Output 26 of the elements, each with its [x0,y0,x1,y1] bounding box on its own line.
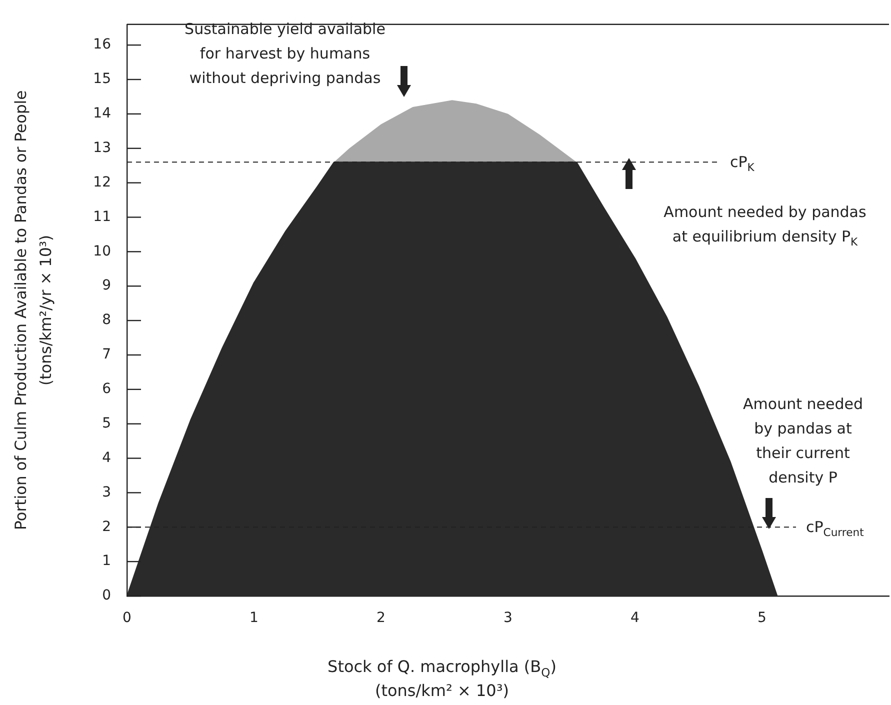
x-tick-label: 5 [758,610,766,626]
y-tick-label: 0 [102,588,111,604]
y-tick-label: 10 [93,243,111,260]
y-tick-label: 15 [93,71,111,88]
annotation: Sustainable yield available for harvest by humans without depriving pandas [184,20,386,87]
y-tick-label: 3 [102,484,111,500]
y-tick-label: 9 [102,278,111,294]
x-tick-label: 1 [250,610,258,626]
y-tick-label: 2 [102,518,111,535]
annotation: Amount needed by pandas at their current density P [743,394,863,486]
x-tick-label: 4 [630,610,640,626]
y-tick-label: 6 [102,381,112,398]
y-tick-label: 14 [93,106,112,122]
x-tick-label: 3 [504,610,512,626]
y-tick-label: 16 [93,36,112,53]
y-tick-label: 5 [102,415,111,432]
x-tick-label: 2 [376,610,386,626]
y-tick-label: 12 [93,174,111,190]
y-tick-label: 1 [102,553,111,570]
y-tick-label: 11 [93,208,111,225]
x-tick-label: 0 [122,610,132,626]
y-tick-label: 13 [93,140,111,156]
y-axis-title: Portion of Culm Production Available to Pandas or People (tons/km²/yr × 10³) [12,90,56,530]
y-tick-label: 8 [102,312,111,328]
y-tick-label: 7 [102,346,111,363]
y-tick-label: 4 [102,450,112,466]
